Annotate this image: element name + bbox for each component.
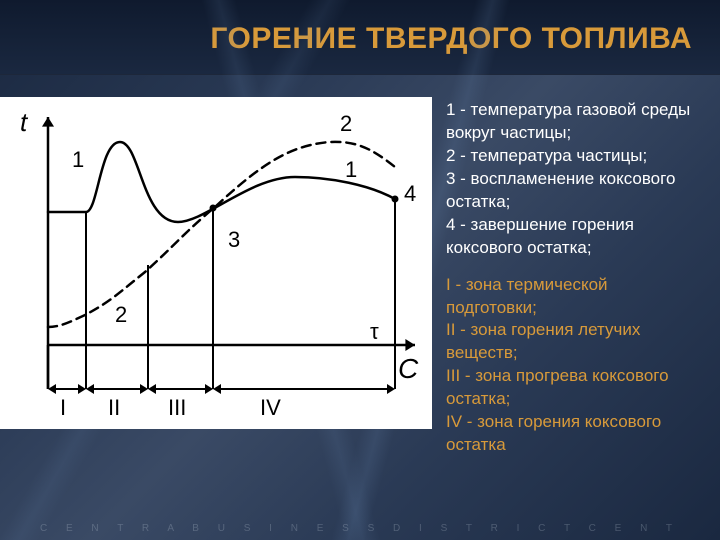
svg-text:2: 2 [115, 302, 127, 327]
diagram-container: tτIIIIIIIVC112234 [0, 97, 432, 429]
combustion-diagram: tτIIIIIIIVC112234 [0, 97, 432, 429]
page-title: ГОРЕНИЕ ТВЕРДОГО ТОПЛИВА [28, 22, 692, 56]
svg-text:4: 4 [404, 181, 416, 206]
legend: 1 - температура газовой среды вокруг час… [446, 95, 700, 457]
footer-watermark: C E N T R A B U S I N E S S D I S T R I … [0, 523, 720, 534]
svg-text:III: III [168, 395, 186, 420]
content-row: tτIIIIIIIVC112234 1 - температура газово… [0, 75, 720, 477]
svg-text:1: 1 [345, 157, 357, 182]
svg-text:3: 3 [228, 227, 240, 252]
legend-zone-item: I - зона термической подготовки; [446, 274, 700, 320]
svg-text:II: II [108, 395, 120, 420]
svg-text:C: C [398, 353, 419, 384]
legend-zone-item: III - зона прогрева коксового остатка; [446, 365, 700, 411]
svg-text:2: 2 [340, 111, 352, 136]
legend-zone-item: IV - зона горения коксового остатка [446, 411, 700, 457]
legend-zone-item: II - зона горения летучих веществ; [446, 319, 700, 365]
legend-curve-item: 3 - воспламенение коксового остатка; [446, 168, 700, 214]
legend-zones: I - зона термической подготовки;II - зон… [446, 274, 700, 458]
svg-text:IV: IV [260, 395, 281, 420]
svg-text:1: 1 [72, 147, 84, 172]
legend-curve-item: 2 - температура частицы; [446, 145, 700, 168]
svg-text:τ: τ [370, 319, 379, 344]
svg-text:I: I [60, 395, 66, 420]
title-bar: ГОРЕНИЕ ТВЕРДОГО ТОПЛИВА [0, 0, 720, 75]
legend-curve-item: 1 - температура газовой среды вокруг час… [446, 99, 700, 145]
legend-curves: 1 - температура газовой среды вокруг час… [446, 99, 700, 260]
legend-curve-item: 4 - завершение горения коксового остатка… [446, 214, 700, 260]
